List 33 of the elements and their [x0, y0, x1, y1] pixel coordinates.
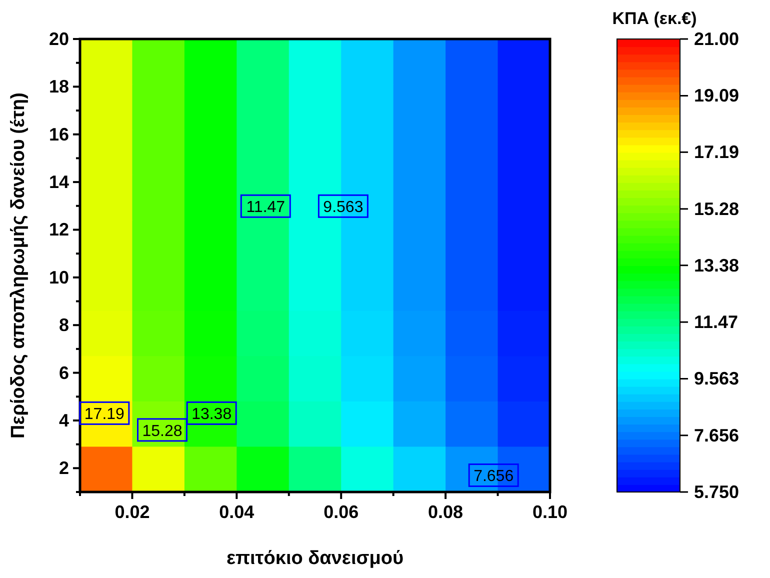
y-tick-label: 6 [58, 362, 69, 383]
y-tick-label: 16 [48, 124, 69, 144]
x-axis-title: επιτόκιο δανεισμού [226, 548, 404, 569]
y-tick-label: 12 [48, 220, 69, 240]
color-bar-label: 13.38 [694, 255, 740, 276]
annotation: 15.28 [142, 422, 182, 440]
x-tick-label: 0.02 [114, 502, 150, 522]
y-tick-label: 20 [48, 29, 69, 49]
x-tick-label: 0.06 [324, 502, 359, 522]
annotation: 11.47 [246, 199, 286, 216]
y-tick-label: 2 [58, 458, 69, 478]
annotation: 7.656 [474, 468, 514, 486]
color-bar-label: 9.563 [694, 368, 740, 389]
color-bar-label: 15.28 [694, 198, 740, 219]
annotation: 17.19 [84, 406, 125, 424]
annotation: 9.563 [323, 199, 364, 216]
color-bar-label: 11.47 [694, 312, 738, 332]
x-tick-label: 0.04 [219, 502, 254, 522]
color-bar-label: 5.750 [694, 482, 740, 502]
color-bar-label: 17.19 [694, 142, 740, 162]
y-tick-label: 10 [48, 267, 69, 288]
annotation: 13.38 [192, 406, 232, 424]
y-tick-label: 18 [48, 76, 69, 97]
x-tick-label: 0.08 [428, 502, 464, 522]
y-tick-label: 8 [58, 315, 69, 336]
x-tick-label: 0.10 [532, 502, 568, 522]
color-bar-label: 21.00 [694, 29, 740, 49]
y-axis-title: Περίοδος αποπληρωμής δανείου (έτη) [8, 92, 29, 438]
color-bar-label: 19.09 [694, 86, 740, 106]
y-tick-label: 4 [58, 410, 69, 430]
color-bar-label: 7.656 [694, 425, 740, 446]
color-bar-title: ΚΠΑ (εκ.€) [612, 9, 697, 28]
y-tick-label: 14 [48, 172, 69, 192]
